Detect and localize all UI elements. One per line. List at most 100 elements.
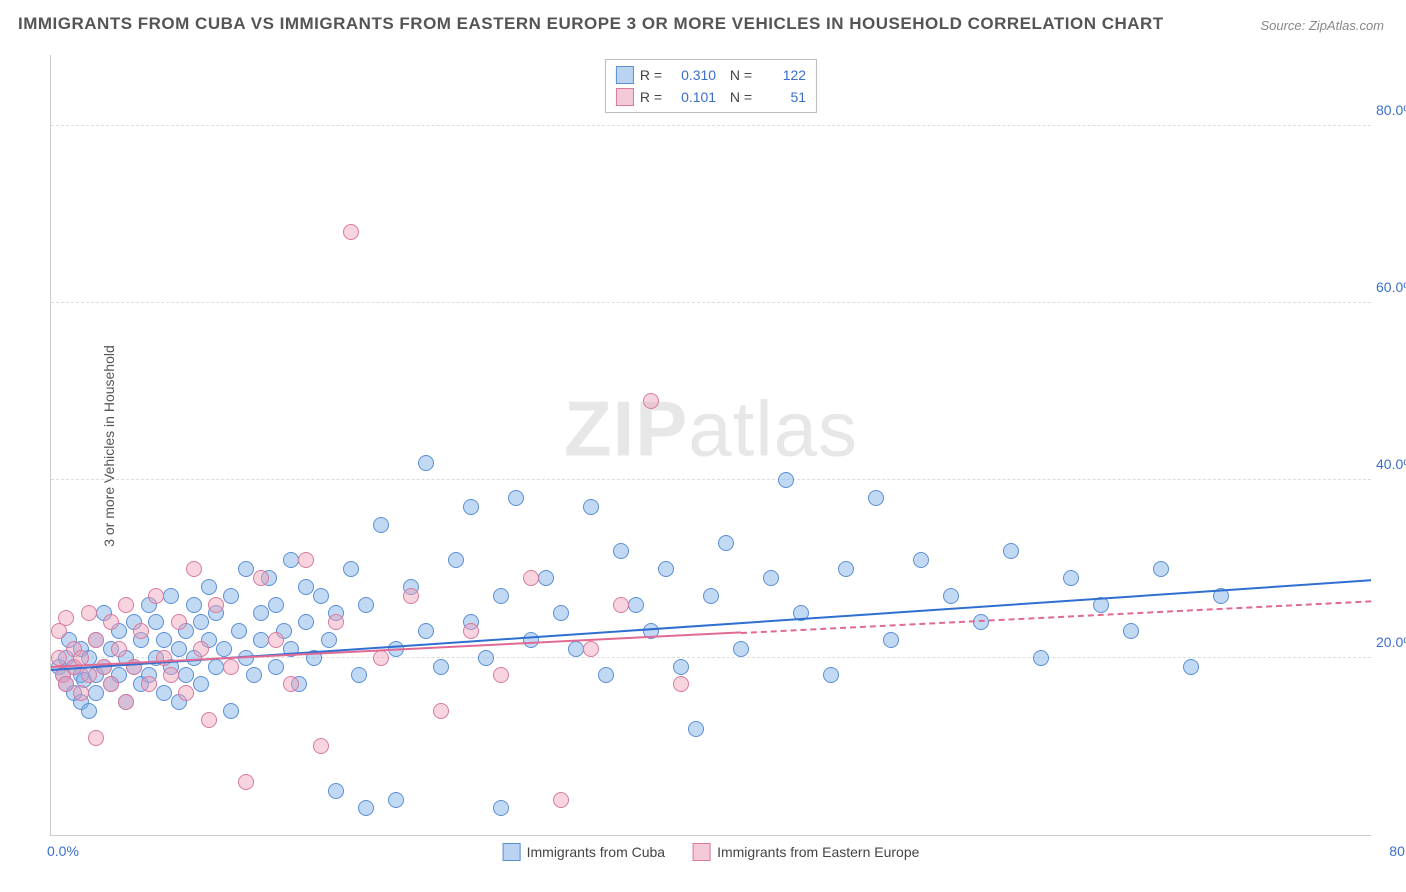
scatter-point-cuba — [943, 588, 959, 604]
scatter-point-eeur — [643, 393, 659, 409]
scatter-point-cuba — [343, 561, 359, 577]
legend-swatch-cuba — [616, 66, 634, 84]
source-credit: Source: ZipAtlas.com — [1260, 18, 1384, 33]
scatter-point-cuba — [1183, 659, 1199, 675]
scatter-point-cuba — [148, 614, 164, 630]
scatter-point-cuba — [351, 667, 367, 683]
scatter-point-cuba — [156, 685, 172, 701]
scatter-point-eeur — [111, 641, 127, 657]
legend-swatch-eeur — [616, 88, 634, 106]
scatter-point-cuba — [246, 667, 262, 683]
scatter-point-eeur — [553, 792, 569, 808]
legend-item-cuba: Immigrants from Cuba — [503, 843, 665, 861]
scatter-point-cuba — [463, 499, 479, 515]
scatter-point-eeur — [148, 588, 164, 604]
scatter-point-cuba — [193, 676, 209, 692]
scatter-point-cuba — [223, 588, 239, 604]
gridline — [51, 302, 1371, 303]
scatter-point-cuba — [673, 659, 689, 675]
scatter-point-cuba — [1153, 561, 1169, 577]
legend-r-value-cuba: 0.310 — [668, 64, 716, 86]
scatter-point-eeur — [523, 570, 539, 586]
legend-stats-row-cuba: R = 0.310 N = 122 — [616, 64, 806, 86]
scatter-point-eeur — [178, 685, 194, 701]
scatter-point-cuba — [156, 632, 172, 648]
y-tick-label: 20.0% — [1376, 634, 1406, 650]
legend-n-value-cuba: 122 — [758, 64, 806, 86]
legend-label-eeur: Immigrants from Eastern Europe — [717, 844, 919, 860]
scatter-point-cuba — [81, 703, 97, 719]
scatter-point-cuba — [223, 703, 239, 719]
scatter-point-cuba — [201, 579, 217, 595]
scatter-point-cuba — [88, 685, 104, 701]
scatter-point-eeur — [141, 676, 157, 692]
scatter-point-eeur — [298, 552, 314, 568]
scatter-point-eeur — [673, 676, 689, 692]
scatter-point-cuba — [418, 623, 434, 639]
legend-item-eeur: Immigrants from Eastern Europe — [693, 843, 919, 861]
scatter-point-cuba — [313, 588, 329, 604]
scatter-point-cuba — [163, 588, 179, 604]
scatter-point-eeur — [201, 712, 217, 728]
legend-n-label: N = — [722, 86, 752, 108]
scatter-point-eeur — [343, 224, 359, 240]
scatter-point-cuba — [328, 783, 344, 799]
legend-r-label: R = — [640, 64, 662, 86]
scatter-point-eeur — [58, 610, 74, 626]
scatter-point-cuba — [186, 597, 202, 613]
scatter-point-eeur — [51, 650, 67, 666]
scatter-point-eeur — [103, 676, 119, 692]
scatter-point-cuba — [838, 561, 854, 577]
scatter-point-cuba — [733, 641, 749, 657]
scatter-point-cuba — [493, 588, 509, 604]
scatter-point-eeur — [283, 676, 299, 692]
scatter-point-cuba — [478, 650, 494, 666]
scatter-point-cuba — [373, 517, 389, 533]
scatter-point-eeur — [73, 685, 89, 701]
scatter-point-cuba — [208, 659, 224, 675]
scatter-point-eeur — [268, 632, 284, 648]
legend-n-label: N = — [722, 64, 752, 86]
scatter-point-cuba — [268, 597, 284, 613]
scatter-point-cuba — [523, 632, 539, 648]
scatter-point-cuba — [171, 641, 187, 657]
scatter-point-cuba — [253, 632, 269, 648]
watermark-zip: ZIP — [564, 385, 688, 473]
scatter-point-cuba — [763, 570, 779, 586]
scatter-point-cuba — [613, 543, 629, 559]
scatter-point-cuba — [1003, 543, 1019, 559]
scatter-point-eeur — [133, 623, 149, 639]
scatter-point-cuba — [718, 535, 734, 551]
scatter-point-eeur — [171, 614, 187, 630]
scatter-point-cuba — [658, 561, 674, 577]
legend-stats-row-eeur: R =0.101 N =51 — [616, 86, 806, 108]
legend-n-value-eeur: 51 — [758, 86, 806, 108]
scatter-point-cuba — [298, 579, 314, 595]
scatter-point-cuba — [388, 792, 404, 808]
scatter-point-cuba — [178, 667, 194, 683]
scatter-point-cuba — [231, 623, 247, 639]
y-tick-label: 60.0% — [1376, 279, 1406, 295]
x-tick-min: 0.0% — [47, 843, 79, 859]
scatter-point-cuba — [508, 490, 524, 506]
scatter-point-eeur — [313, 738, 329, 754]
scatter-point-eeur — [493, 667, 509, 683]
legend-r-value-eeur: 0.101 — [668, 86, 716, 108]
scatter-point-cuba — [321, 632, 337, 648]
scatter-point-cuba — [253, 605, 269, 621]
scatter-point-eeur — [103, 614, 119, 630]
scatter-point-cuba — [703, 588, 719, 604]
scatter-point-cuba — [913, 552, 929, 568]
scatter-point-eeur — [403, 588, 419, 604]
scatter-point-cuba — [868, 490, 884, 506]
x-tick-max: 80.0% — [1389, 843, 1406, 859]
y-tick-label: 80.0% — [1376, 102, 1406, 118]
legend-swatch-eeur — [693, 843, 711, 861]
scatter-point-cuba — [493, 800, 509, 816]
scatter-point-eeur — [433, 703, 449, 719]
scatter-point-eeur — [328, 614, 344, 630]
scatter-point-cuba — [283, 552, 299, 568]
scatter-point-cuba — [238, 561, 254, 577]
scatter-point-cuba — [553, 605, 569, 621]
gridline — [51, 479, 1371, 480]
